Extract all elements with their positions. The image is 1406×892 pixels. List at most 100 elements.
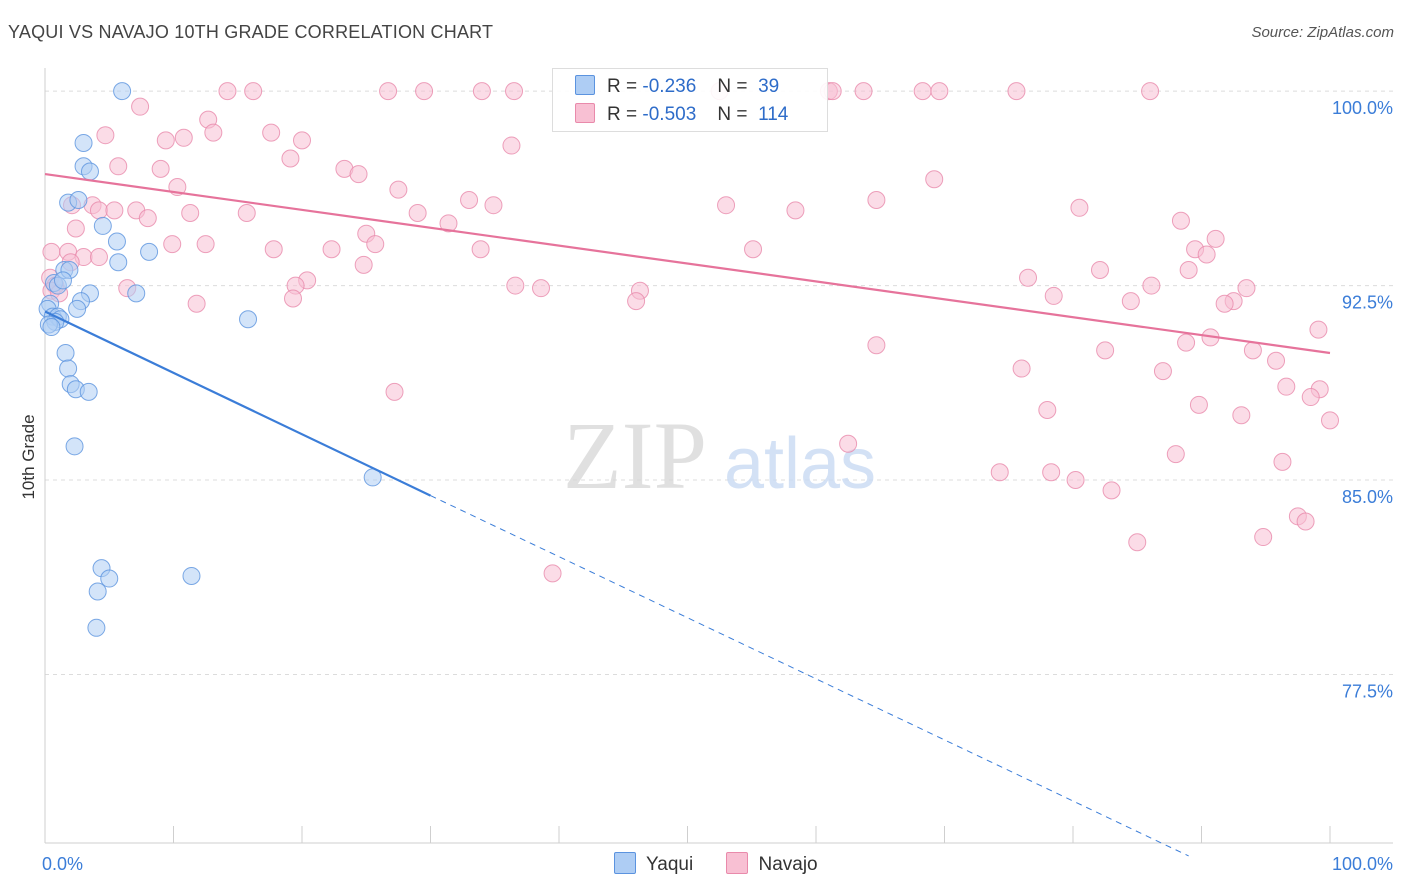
navajo-point [1254,528,1273,547]
legend-n-value: 39 [758,76,780,97]
navajo-point [415,82,434,101]
navajo-point [867,191,886,210]
yaqui-point [93,216,112,235]
navajo-point [1243,341,1262,360]
navajo-point [385,382,404,401]
navajo-point [1096,341,1115,360]
legend-r-label: R = [607,104,638,125]
navajo-point [532,279,551,298]
navajo-point [366,235,385,254]
navajo-point [1179,261,1198,280]
navajo-point [181,203,200,222]
yaqui-point [80,162,99,181]
navajo-point [293,131,311,150]
tick-labels: 100.0% 92.5% 85.0% 77.5% 0.0% 100.0% [42,98,1393,874]
navajo-point [42,242,61,261]
navajo-point [379,82,398,101]
yaqui-point [127,284,146,303]
series-swatch-yaqui [614,852,636,874]
navajo-point [1171,211,1190,230]
watermark-atlas: atlas [724,424,876,504]
series-legend-navajo[interactable]: Navajo [726,852,818,876]
yaqui-point [42,318,61,337]
y-tick-label: 100.0% [1332,98,1393,118]
navajo-point [839,434,858,453]
navajo-point [244,82,263,101]
yaqui-point [68,299,87,318]
navajo-point [96,126,115,145]
navajo-point [506,276,525,295]
navajo-point [349,165,368,184]
yaqui-point [88,582,107,601]
navajo-point [867,336,886,355]
navajo-point [1007,82,1026,101]
y-tick-label: 85.0% [1342,487,1393,507]
yaqui-point [53,271,72,290]
legend-r-value: -0.236 [642,76,697,97]
yaqui-point [113,82,132,101]
yaqui-point [56,343,75,362]
navajo-point [484,196,503,215]
navajo-point [1166,445,1185,464]
legend-swatch-yaqui [575,75,595,95]
series-legend-yaqui[interactable]: Yaqui [614,852,693,876]
navajo-point [1042,463,1061,482]
legend-n-label: N = [717,76,748,97]
legend-n-label: N = [717,104,748,125]
navajo-point [505,82,524,101]
navajo-point [472,82,491,101]
navajo-point [237,203,256,222]
navajo-point [1153,362,1172,381]
navajo-points [41,82,1339,583]
navajo-point [1142,276,1161,295]
series-legend: Yaqui Navajo [614,852,846,876]
navajo-point [1044,286,1063,305]
trend-lines [44,172,1331,857]
navajo-point [1309,320,1328,339]
navajo-point [389,180,408,199]
series-label-navajo: Navajo [758,854,818,875]
navajo-point [1267,351,1286,370]
axes [44,68,1393,844]
yaqui-point [182,566,201,585]
yaqui-points [38,82,382,637]
correlation-legend: R = -0.236 N = 39 R = -0.503 N = 114 [552,68,828,132]
yaqui-trend-extension [430,495,1189,857]
navajo-point [174,128,193,147]
legend-r-value: -0.503 [642,104,697,125]
yaqui-point [79,382,98,401]
navajo-point [1273,452,1292,471]
yaqui-point [100,569,119,588]
navajo-point [1301,388,1320,407]
navajo-point [1090,261,1109,280]
legend-swatch-navajo [575,103,595,123]
navajo-point [460,191,479,210]
navajo-point [1102,481,1121,500]
navajo-point [1177,333,1196,352]
navajo-point [196,235,215,254]
navajo-point [109,157,128,176]
navajo-point [744,240,763,259]
x-tick-label: 100.0% [1332,854,1393,874]
navajo-point [543,564,562,583]
navajo-point [1321,411,1339,430]
legend-r-label: R = [607,76,638,97]
legend-row-navajo: R = -0.503 N = 114 [575,103,788,126]
navajo-point [1206,229,1225,248]
y-tick-label: 92.5% [1342,293,1393,313]
navajo-point [502,136,521,155]
yaqui-point [74,133,93,152]
yaqui-trend-line [44,310,431,497]
grid-lines [45,90,1393,675]
navajo-point [854,82,873,101]
navajo-point [990,463,1009,482]
navajo-point [163,235,182,254]
navajo-point [66,219,85,238]
navajo-point [204,123,223,142]
navajo-point [156,131,175,150]
yaqui-point [109,253,128,272]
navajo-point [1237,279,1256,298]
navajo-point [786,201,805,220]
navajo-point [627,292,646,311]
navajo-point [930,82,949,101]
